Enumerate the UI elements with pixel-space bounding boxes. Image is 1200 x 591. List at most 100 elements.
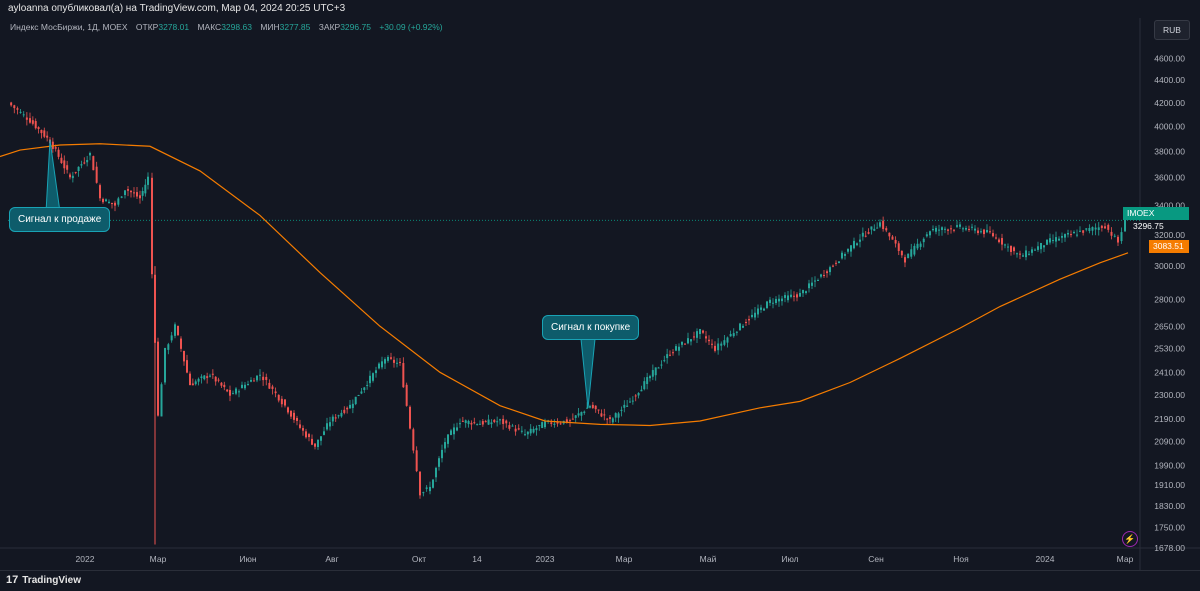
candle-body [57,149,60,157]
candle-body [308,434,310,438]
candle-body [729,334,732,337]
candle-body [299,424,301,428]
candle-body [223,384,226,388]
candle-body [390,357,392,359]
candle-body [631,400,634,402]
candle-body [814,280,816,282]
candle-body [13,105,16,109]
bottom-bar [0,570,1200,591]
candle-body [66,165,69,170]
buy-signal-callout[interactable]: Сигнал к покупке [542,315,640,340]
candle-body [529,428,532,434]
y-tick-label: 4000.00 [1154,121,1185,131]
candle-body [932,228,934,231]
candle-body [879,222,881,227]
y-tick-label: 1910.00 [1154,480,1185,490]
candle-body [183,350,185,362]
candle-body [435,467,437,478]
candle-body [778,298,780,302]
candle-body [565,419,568,423]
candle-body [326,423,328,430]
candle-body [745,321,747,323]
candle-body [284,399,286,406]
candle-body [314,443,316,447]
candle-body [672,352,674,354]
last-price-value: 3296.75 [1133,221,1164,231]
candle-body [559,423,562,425]
candle-body [1019,253,1021,255]
candle-body [669,354,671,356]
tradingview-mark-icon: 17 [6,574,19,586]
candle-body [723,340,726,345]
candle-body [323,431,325,435]
candle-body [850,245,852,252]
candle-body [623,404,626,408]
candle-body [1028,253,1030,255]
candle-body [583,411,586,413]
x-tick-label: Май [700,554,717,564]
candle-body [544,421,546,428]
candle-body [663,360,666,362]
symbol-title[interactable]: Индекс МосБиржи, 1Д, MOEX [10,22,128,32]
candle-body [847,248,849,252]
y-tick-label: 1830.00 [1154,501,1185,511]
candle-body [502,418,505,424]
candle-body [649,376,651,379]
candle-body [114,202,116,206]
tradingview-name: TradingView [22,574,81,586]
candle-body [1100,225,1103,229]
candle-body [331,416,334,422]
candle-body [130,190,132,193]
candle-body [720,343,723,346]
candle-body [876,227,879,229]
candle-body [1094,227,1097,230]
candle-body [705,336,707,339]
candle-body [885,228,888,231]
candle-body [793,295,795,297]
candle-body [461,420,464,422]
open-label: ОТКР [135,22,159,32]
y-tick-label: 2410.00 [1154,367,1185,377]
candle-body [781,298,783,302]
candle-body [760,307,762,310]
candle-body [10,102,13,106]
candle-body [351,403,354,409]
candle-body [586,407,589,409]
tradingview-logo[interactable]: 17 TradingView [6,574,81,586]
candle-body [1079,230,1081,232]
candle-body [302,428,304,431]
candle-body [1110,231,1113,236]
candle-body [944,228,946,230]
candle-body [867,232,870,234]
lightning-icon[interactable]: ⚡ [1122,531,1138,547]
candle-body [980,231,982,233]
candle-body [992,233,994,237]
currency-button[interactable]: RUB [1154,20,1190,40]
candle-body [907,253,910,259]
candle-body [120,196,123,198]
candle-body [412,429,415,451]
candle-body [214,376,217,382]
candle-body [574,415,577,418]
candle-body [1088,227,1091,231]
candle-body [1070,234,1072,236]
candle-body [180,338,182,349]
candle-body [268,382,271,389]
candle-body [37,127,40,129]
candle-body [693,336,695,338]
buy-callout-pointer [580,338,596,409]
candle-body [1058,238,1060,241]
candle-body [229,389,231,396]
candle-body [832,265,834,267]
candle-body [772,302,774,304]
candle-body [177,325,179,336]
x-tick-label: Мар [1117,554,1134,564]
candle-body [950,228,952,230]
candle-body [1037,246,1039,250]
sell-signal-callout[interactable]: Сигнал к продаже [9,207,111,232]
candle-body [95,166,98,183]
candle-body [1049,238,1051,243]
candle-body [277,394,280,401]
candle-body [826,271,828,274]
